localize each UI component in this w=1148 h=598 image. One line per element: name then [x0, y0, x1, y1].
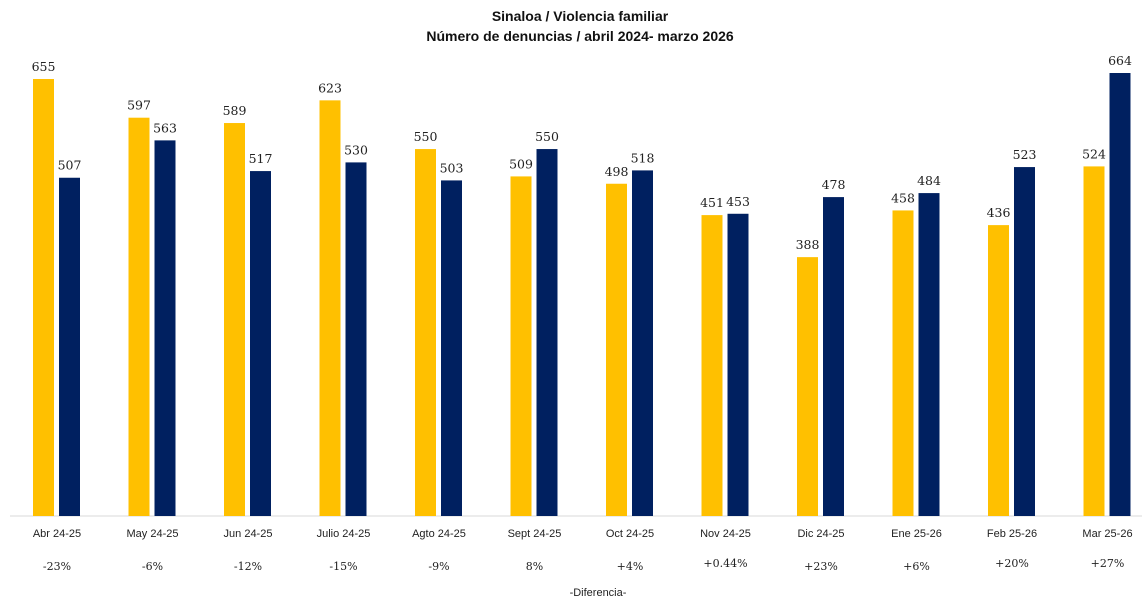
x-tick-label-3: Julio 24-25 [317, 528, 371, 540]
data-label-series1-11: 524 [1082, 146, 1106, 161]
bar-series2-10 [1014, 167, 1035, 516]
x-tick-label-10: Feb 25-26 [987, 528, 1037, 540]
data-label-series1-4: 550 [414, 129, 438, 144]
data-label-series2-0: 507 [58, 158, 82, 173]
bar-series2-7 [727, 213, 749, 516]
data-label-series1-8: 388 [796, 237, 820, 252]
bar-series2-3 [345, 162, 367, 516]
x-tick-label-7: Nov 24-25 [700, 528, 751, 540]
bar-series1-8 [797, 257, 818, 516]
x-tick-label-11: Mar 25-26 [1082, 528, 1132, 540]
x-tick-label-1: May 24-25 [127, 528, 179, 540]
x-tick-label-8: Dic 24-25 [797, 528, 844, 540]
chart-subtitle: Número de denuncias / abril 2024- marzo … [426, 28, 734, 44]
bar-series1-1 [128, 117, 150, 516]
data-label-series2-11: 664 [1108, 53, 1132, 68]
data-label-series2-9: 484 [917, 173, 941, 188]
bar-series2-4 [441, 180, 462, 516]
x-tick-label-6: Oct 24-25 [606, 528, 654, 540]
data-label-series2-3: 530 [344, 142, 368, 157]
difference-label-6: +4% [617, 560, 644, 573]
data-label-series2-2: 517 [249, 151, 273, 166]
data-label-series1-9: 458 [891, 190, 915, 205]
bar-series1-6 [606, 183, 627, 516]
difference-label-10: +20% [995, 557, 1029, 570]
bar-series2-2 [250, 171, 271, 516]
data-label-series2-7: 453 [726, 194, 750, 209]
bar-series1-10 [988, 225, 1009, 517]
bar-series2-8 [823, 197, 844, 516]
data-label-series2-1: 563 [153, 120, 177, 135]
bar-series2-0 [59, 177, 80, 516]
bar-series1-7 [701, 215, 723, 516]
x-tick-label-5: Sept 24-25 [508, 528, 562, 540]
difference-label-5: 8% [526, 560, 543, 573]
bar-series2-5 [536, 149, 558, 516]
difference-label-9: +6% [903, 560, 930, 573]
difference-label-3: -15% [329, 560, 357, 573]
bar-series2-9 [918, 193, 940, 516]
bar-series1-9 [892, 210, 914, 516]
data-label-series1-1: 597 [127, 98, 151, 113]
bar-series1-5 [510, 176, 532, 517]
bar-series1-3 [319, 100, 341, 516]
difference-label-8: +23% [804, 560, 838, 573]
bar-series1-11 [1083, 166, 1105, 516]
difference-label-1: -6% [142, 560, 163, 573]
difference-label-4: -9% [428, 560, 449, 573]
data-label-series1-7: 451 [700, 195, 724, 210]
bar-series1-0 [33, 79, 54, 516]
x-tick-label-4: Agto 24-25 [412, 528, 466, 540]
difference-label-2: -12% [234, 560, 262, 573]
difference-label-11: +27% [1091, 557, 1125, 570]
difference-label-7: +0.44% [703, 557, 747, 570]
data-label-series2-4: 503 [440, 160, 464, 175]
x-tick-label-0: Abr 24-25 [33, 528, 81, 540]
x-tick-label-9: Ene 25-26 [891, 528, 942, 540]
bar-series2-6 [632, 170, 653, 517]
data-label-series1-2: 589 [223, 103, 247, 118]
bar-series1-2 [224, 123, 245, 516]
data-label-series1-3: 623 [318, 80, 342, 95]
bar-series2-1 [154, 140, 176, 516]
difference-label-0: -23% [43, 560, 71, 573]
data-label-series1-10: 436 [987, 205, 1011, 220]
difference-caption: -Diferencia- [570, 587, 627, 598]
data-label-series1-5: 509 [509, 156, 533, 171]
chart-title: Sinaloa / Violencia familiar [492, 8, 669, 24]
data-label-series2-10: 523 [1013, 147, 1037, 162]
x-tick-label-2: Jun 24-25 [224, 528, 273, 540]
data-label-series1-0: 655 [32, 59, 56, 74]
data-label-series1-6: 498 [605, 164, 629, 179]
data-label-series2-8: 478 [822, 177, 846, 192]
data-label-series2-6: 518 [631, 150, 655, 165]
data-label-series2-5: 550 [535, 129, 559, 144]
bar-series1-4 [415, 149, 436, 516]
bar-series2-11 [1109, 73, 1131, 516]
